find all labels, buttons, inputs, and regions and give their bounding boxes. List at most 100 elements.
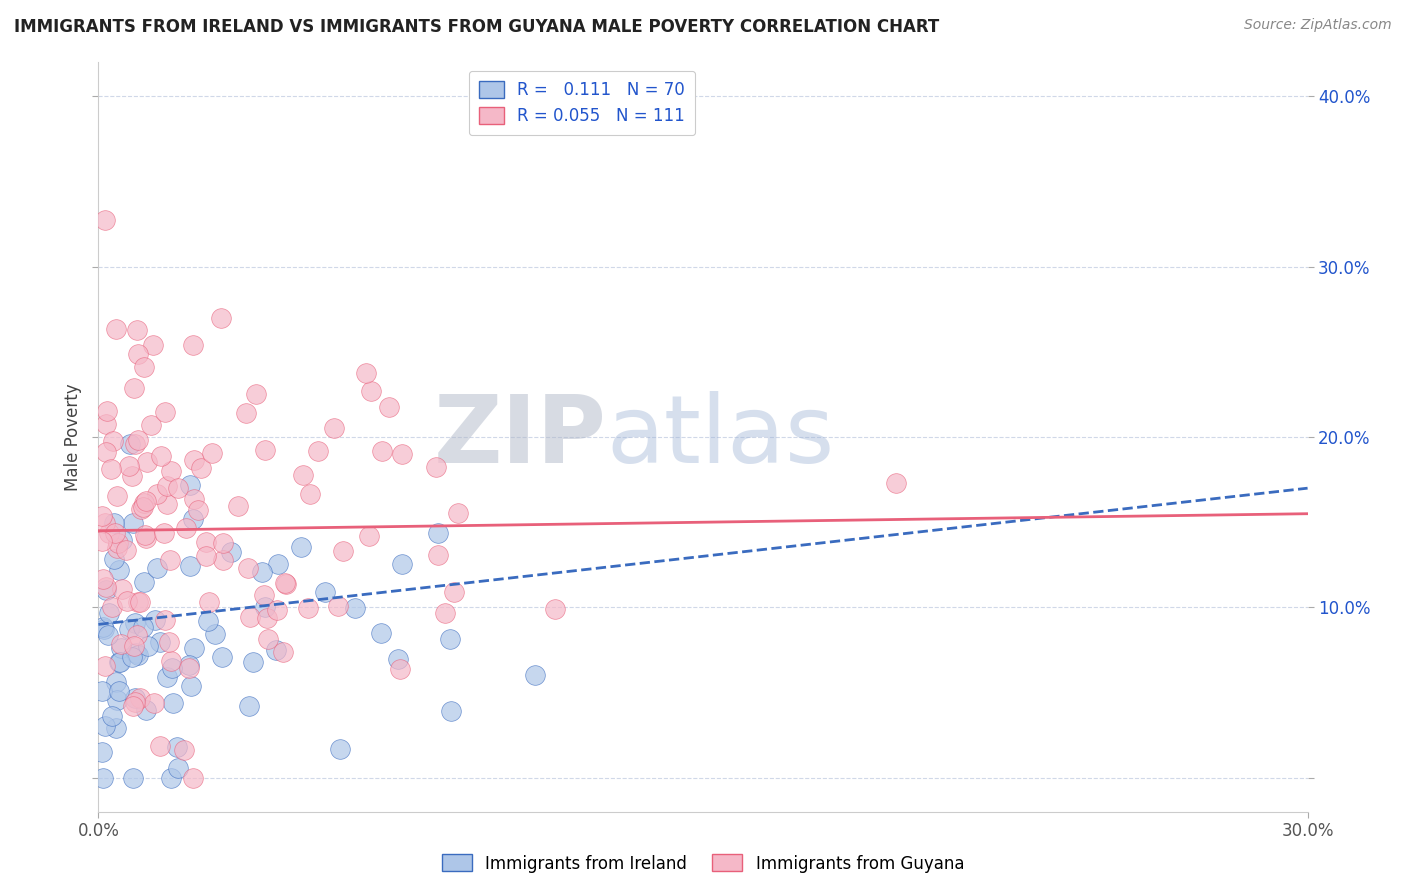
Point <box>97 628 120 642</box>
Point <box>124 691 146 706</box>
Point <box>427 548 450 562</box>
Point <box>197 614 219 628</box>
Point <box>160 654 183 668</box>
Point <box>124 695 146 709</box>
Point <box>153 525 176 540</box>
Point <box>96 580 118 594</box>
Text: atlas: atlas <box>606 391 835 483</box>
Point <box>104 721 127 735</box>
Point <box>110 637 132 651</box>
Point <box>146 487 169 501</box>
Point <box>181 512 204 526</box>
Point <box>156 497 179 511</box>
Point <box>179 478 201 492</box>
Point <box>160 465 183 479</box>
Point <box>211 650 233 665</box>
Point <box>167 761 190 775</box>
Point <box>91 745 114 759</box>
Point <box>136 455 159 469</box>
Point <box>211 553 233 567</box>
Point <box>103 516 125 530</box>
Point <box>177 661 200 675</box>
Point <box>434 606 457 620</box>
Point <box>157 635 180 649</box>
Point <box>135 702 157 716</box>
Point <box>91 684 114 698</box>
Point <box>266 602 288 616</box>
Point <box>183 641 205 656</box>
Point <box>132 496 155 510</box>
Point <box>149 635 172 649</box>
Point <box>242 656 264 670</box>
Point <box>127 595 149 609</box>
Point <box>166 739 188 754</box>
Legend: Immigrants from Ireland, Immigrants from Guyana: Immigrants from Ireland, Immigrants from… <box>436 847 970 880</box>
Point <box>125 646 148 660</box>
Point <box>122 516 145 530</box>
Point <box>245 387 267 401</box>
Point <box>127 433 149 447</box>
Point <box>94 417 117 431</box>
Point <box>236 561 259 575</box>
Point <box>100 709 122 723</box>
Point <box>297 600 319 615</box>
Point <box>544 602 567 616</box>
Point <box>160 771 183 785</box>
Point <box>96 582 118 597</box>
Point <box>146 561 169 575</box>
Point <box>107 536 129 550</box>
Y-axis label: Male Poverty: Male Poverty <box>63 384 82 491</box>
Point <box>139 417 162 432</box>
Point <box>326 599 349 614</box>
Point <box>173 743 195 757</box>
Point <box>91 771 114 785</box>
Point <box>97 607 120 621</box>
Point <box>114 543 136 558</box>
Point <box>370 625 392 640</box>
Point <box>136 640 159 654</box>
Point <box>177 657 200 672</box>
Point <box>253 443 276 458</box>
Point <box>127 648 149 663</box>
Point <box>211 310 233 325</box>
Point <box>274 576 297 591</box>
Point <box>132 359 155 374</box>
Point <box>124 381 146 395</box>
Point <box>94 445 117 459</box>
Point <box>354 366 377 380</box>
Point <box>103 552 125 566</box>
Point <box>107 655 129 669</box>
Point <box>142 338 165 352</box>
Point <box>884 476 907 491</box>
Point <box>125 323 148 337</box>
Point <box>121 649 143 664</box>
Point <box>108 563 131 577</box>
Point <box>100 462 122 476</box>
Point <box>253 588 276 602</box>
Point <box>149 739 172 753</box>
Point <box>162 661 184 675</box>
Point <box>159 553 181 567</box>
Point <box>110 655 132 669</box>
Point <box>298 487 321 501</box>
Point <box>391 557 413 571</box>
Point <box>359 529 381 543</box>
Point <box>98 526 121 541</box>
Point <box>256 611 278 625</box>
Point <box>447 506 470 520</box>
Point <box>524 668 547 682</box>
Point <box>219 545 242 559</box>
Point <box>156 478 179 492</box>
Point <box>128 595 150 609</box>
Point <box>166 481 188 495</box>
Point <box>91 509 114 524</box>
Point <box>156 670 179 684</box>
Point <box>153 405 176 419</box>
Point <box>91 534 114 549</box>
Point <box>388 662 411 676</box>
Point <box>440 704 463 718</box>
Point <box>391 447 413 461</box>
Point <box>104 675 127 690</box>
Point <box>111 582 134 597</box>
Point <box>122 639 145 653</box>
